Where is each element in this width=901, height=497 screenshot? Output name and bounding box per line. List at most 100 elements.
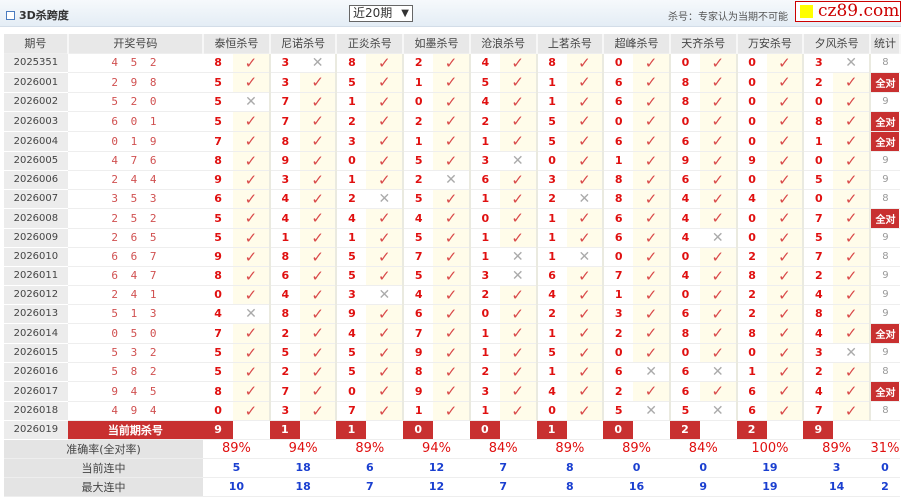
check-icon: ✓ [844,170,858,189]
kill-number: 2 [536,189,567,209]
stat-cell: 9 [869,170,900,190]
kill-number: 6 [603,362,634,382]
check-icon: ✓ [311,189,324,208]
kill-number: 4 [803,381,834,402]
period-cell: 2026015 [4,343,68,363]
check-icon: ✓ [711,112,725,130]
kill-number: 2 [803,266,834,286]
stat-cell: 9 [869,228,900,248]
check-icon: ✓ [311,112,324,130]
kill-number: 4 [536,285,567,305]
summary-stat: 31% [869,439,900,459]
summary-value: 5 [203,458,270,478]
kill-number: 8 [736,266,767,286]
kill-number: 1 [536,247,567,267]
check-icon: ✓ [378,324,391,342]
kill-number: 4 [336,208,367,229]
kill-number: 5 [203,362,234,382]
kill-number: 0 [736,131,767,152]
table-row: 2026016 5 8 2 5 ✓ 2 ✓ 5 ✓ 8 ✓ 2 ✓ 1 ✓ 6 ✕ 6 ✕ 1 ✓ 2 ✓ 8 [4,362,900,382]
check-icon: ✓ [711,304,725,323]
cross-icon: ✕ [245,305,257,322]
kill-number: 3 [803,53,834,73]
check-icon: ✓ [644,151,658,170]
check-icon: ✓ [378,53,391,72]
kill-number: 3 [803,343,834,363]
check-icon: ✓ [511,285,524,304]
chevron-down-icon: ▼ [401,8,409,19]
check-icon: ✓ [244,73,258,91]
kill-number: 0 [669,247,700,267]
check-icon: ✓ [778,132,791,150]
check-icon: ✓ [778,266,791,285]
kill-number: 2 [336,111,367,132]
check-icon: ✓ [511,92,524,111]
check-icon: ✓ [844,228,858,247]
check-icon: ✓ [378,92,391,111]
check-icon: ✓ [644,247,658,266]
kill-number: 0 [803,189,834,209]
kill-number: 6 [203,189,234,209]
kill-number: 1 [336,92,367,112]
check-icon: ✓ [578,324,591,342]
kill-number: 2 [403,111,434,132]
kill-number: 8 [669,323,700,344]
check-icon: ✓ [578,53,591,72]
check-icon: ✓ [644,112,658,130]
all-correct-badge: 全对 [871,72,900,92]
check-icon: ✓ [644,228,658,247]
kill-number: 5 [336,247,367,267]
kill-number: 0 [736,111,767,132]
kill-number: 0 [603,343,634,363]
kill-number: 0 [669,111,700,132]
kill-number: 2 [736,304,767,324]
cross-icon: ✕ [711,402,724,419]
draw-number: 6 4 7 [67,266,204,286]
table-row: 2026006 2 4 4 9 ✓ 3 ✓ 1 ✓ 2 ✕ 6 ✓ 3 ✓ 8 ✓ 6 ✓ 0 ✓ 5 ✓ 9 [4,170,900,190]
kill-number: 5 [403,189,434,209]
check-icon: ✓ [644,53,658,72]
check-icon: ✓ [244,343,258,362]
kill-number: 2 [469,111,500,132]
kill-number: 5 [203,72,234,93]
check-icon: ✓ [311,209,324,227]
kill-number: 1 [336,170,367,190]
kill-number: 4 [669,189,700,209]
check-icon: ✓ [778,285,791,304]
kill-number: 1 [803,131,834,152]
check-icon: ✓ [378,382,391,400]
kill-number: 4 [403,208,434,229]
kill-number: 4 [736,189,767,209]
period-cell: 2026011 [4,266,68,286]
check-icon: ✓ [644,304,658,323]
kill-number: 0 [736,208,767,229]
current-kill: 2 [669,420,700,439]
period-select[interactable]: 近20期 ▼ [349,5,413,22]
kill-number: 1 [469,131,500,152]
kill-number: 4 [269,208,300,229]
kill-number: 5 [336,362,367,382]
kill-number: 1 [403,72,434,93]
draw-number: 4 9 4 [67,401,204,421]
kill-number: 1 [469,228,500,248]
cross-icon: ✕ [511,152,524,169]
table-row: 2026007 3 5 3 6 ✓ 4 ✓ 2 ✕ 5 ✓ 1 ✓ 2 ✕ 8 ✓ 4 ✓ 4 ✓ 0 ✓ 8 [4,189,900,209]
col-expert: 夕风杀号 [803,34,871,54]
draw-number: 9 4 5 [67,381,204,402]
check-icon: ✓ [244,247,258,266]
kill-number: 3 [269,53,300,73]
summary-value: 89% [803,439,870,459]
kill-number: 4 [669,266,700,286]
check-icon: ✓ [578,343,591,362]
kill-number: 9 [269,151,300,171]
kill-number: 6 [669,362,700,382]
kill-number: 1 [536,323,567,344]
kill-number: 1 [469,189,500,209]
kill-number: 5 [403,151,434,171]
draw-number: 4 5 2 [67,53,204,73]
logo-square-icon [800,5,813,18]
kill-number: 3 [336,131,367,152]
col-expert: 天齐杀号 [669,34,738,54]
current-row: 2026019 当前期杀号 9 1 1 0 0 1 0 2 2 9 [4,420,900,440]
kill-number: 6 [603,228,634,248]
